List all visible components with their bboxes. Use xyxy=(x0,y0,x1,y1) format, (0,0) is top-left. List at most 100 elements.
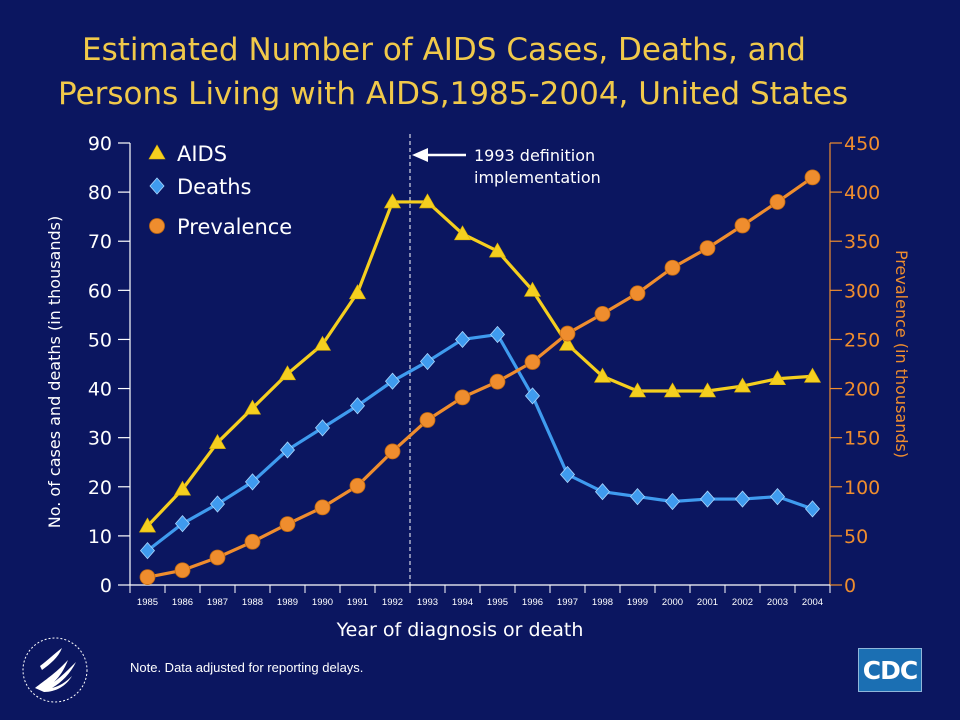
aids-point xyxy=(803,367,822,383)
legend-aids-marker xyxy=(148,144,166,160)
x-tick-label: 1994 xyxy=(452,597,473,608)
prevalence-point xyxy=(174,562,191,579)
y-axis-left-title: No. of cases and deaths (in thousands) xyxy=(45,216,64,528)
chart-axes: 0 10 20 30 40 50 60 70 80 90 0 50 100 150 200 250 300 350… xyxy=(45,133,911,641)
annotation-text-line-1: 1993 definition xyxy=(474,146,595,165)
cdc-logo-text: CDC xyxy=(862,655,918,685)
aids-point xyxy=(278,365,297,381)
prevalence-point xyxy=(734,217,751,234)
prevalence-point xyxy=(454,389,471,406)
deaths-point xyxy=(699,490,716,508)
aids-point xyxy=(733,377,752,393)
deaths-point xyxy=(174,515,191,533)
x-tick-label: 2004 xyxy=(802,597,823,608)
x-tick-label: 2001 xyxy=(697,597,718,608)
x-tick-label: 1987 xyxy=(207,597,228,608)
x-tick-label: 1997 xyxy=(557,597,578,608)
y-tick-label-right: 50 xyxy=(844,526,868,548)
title-line-2: Persons Living with AIDS,1985-2004, Unit… xyxy=(58,76,849,112)
cdc-logo: CDC xyxy=(858,648,922,692)
deaths-point xyxy=(349,397,366,415)
x-axis-title: Year of diagnosis or death xyxy=(336,619,584,641)
prevalence-point xyxy=(559,325,576,342)
prevalence-point xyxy=(314,499,331,516)
x-tick-label: 1999 xyxy=(627,597,648,608)
y-tick-label-left: 30 xyxy=(88,428,112,450)
y-tick-label-left: 20 xyxy=(88,477,112,499)
aids-point xyxy=(418,193,437,209)
prevalence-point xyxy=(209,549,226,566)
prevalence-point xyxy=(804,169,821,186)
deaths-point xyxy=(279,441,296,459)
aids-point xyxy=(628,382,647,398)
prevalence-point xyxy=(244,533,261,550)
prevalence-point xyxy=(349,477,366,494)
aids-point xyxy=(663,382,682,398)
series-markers xyxy=(138,169,822,586)
deaths-point xyxy=(734,490,751,508)
definition-annotation: 1993 definition implementation xyxy=(409,134,601,585)
y-tick-label-right: 150 xyxy=(844,428,880,450)
aids-point xyxy=(488,242,507,258)
prevalence-point xyxy=(279,516,296,533)
aids-point xyxy=(173,480,192,496)
deaths-point xyxy=(314,419,331,437)
y-tick-label-right: 0 xyxy=(844,575,856,597)
x-tick-label: 2002 xyxy=(732,597,753,608)
aids-point xyxy=(523,281,542,297)
x-tick-label: 2000 xyxy=(662,597,683,608)
legend-prevalence-marker xyxy=(149,218,165,234)
prevalence-point xyxy=(384,443,401,460)
hhs-eagle-seal-icon xyxy=(10,630,100,714)
legend-prevalence-label: Prevalence xyxy=(177,215,292,239)
prevalence-point xyxy=(524,354,541,370)
deaths-point xyxy=(419,352,436,371)
legend: AIDS Deaths Prevalence xyxy=(148,142,292,239)
legend-aids-label: AIDS xyxy=(177,142,227,166)
aids-point xyxy=(453,225,472,241)
y-tick-label-right: 400 xyxy=(844,182,880,204)
aids-point xyxy=(348,284,367,300)
y-tick-label-right: 350 xyxy=(844,231,880,253)
x-tick-label: 1993 xyxy=(417,597,438,608)
deaths-point xyxy=(139,542,156,560)
aids-line xyxy=(146,200,813,528)
deaths-point xyxy=(454,330,471,349)
deaths-point xyxy=(244,473,261,491)
x-tick-label: 1986 xyxy=(172,597,193,608)
deaths-point xyxy=(769,487,786,506)
x-tick-label: 1988 xyxy=(242,597,263,608)
x-tick-label: 1985 xyxy=(137,597,158,608)
deaths-point xyxy=(209,495,226,513)
prevalence-point xyxy=(139,569,156,586)
x-tick-label: 1998 xyxy=(592,597,613,608)
aids-point xyxy=(768,370,787,386)
prevalence-point xyxy=(664,259,681,276)
x-tick-label: 1992 xyxy=(382,597,403,608)
aids-point xyxy=(383,193,402,209)
y-tick-label-left: 40 xyxy=(88,379,112,401)
prevalence-point xyxy=(594,306,611,322)
x-tick-label: 2003 xyxy=(767,597,788,608)
aids-point xyxy=(243,399,262,415)
y-tick-label-right: 250 xyxy=(844,329,880,351)
annotation-arrow-head xyxy=(412,148,428,162)
prevalence-point xyxy=(699,240,716,256)
deaths-point xyxy=(594,483,611,501)
y-tick-label-left: 0 xyxy=(100,575,112,597)
y-tick-label-left: 60 xyxy=(88,280,112,302)
deaths-point xyxy=(384,372,401,390)
x-tick-label: 1996 xyxy=(522,597,543,608)
deaths-line xyxy=(146,332,814,552)
aids-point xyxy=(208,433,227,449)
prevalence-point xyxy=(489,373,506,390)
legend-deaths-label: Deaths xyxy=(177,175,251,199)
deaths-point xyxy=(489,325,506,344)
deaths-point xyxy=(804,500,821,518)
y-tick-label-left: 80 xyxy=(88,182,112,204)
deaths-point xyxy=(664,492,681,511)
deaths-point xyxy=(559,465,576,484)
y-tick-label-left: 70 xyxy=(88,231,112,253)
